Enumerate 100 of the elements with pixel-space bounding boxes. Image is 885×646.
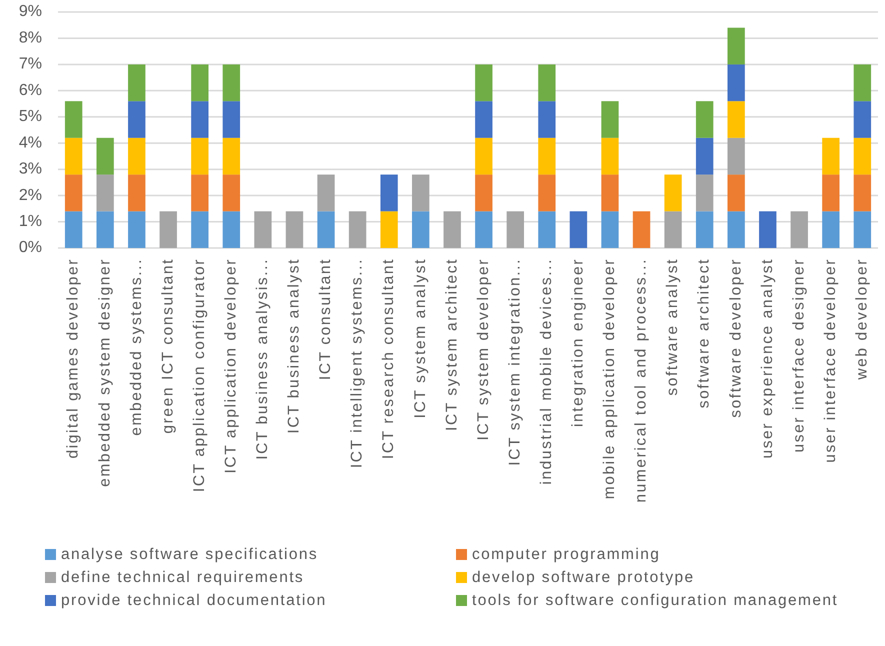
bar bbox=[538, 174, 556, 212]
bar bbox=[128, 101, 146, 138]
bar bbox=[64, 138, 82, 175]
bar bbox=[570, 211, 588, 248]
x-tick-label: ICT business analyst bbox=[286, 258, 303, 434]
bar bbox=[696, 211, 714, 248]
bar bbox=[317, 211, 335, 248]
bar bbox=[191, 211, 208, 248]
bar bbox=[696, 174, 714, 212]
bar bbox=[664, 174, 682, 212]
bar bbox=[128, 64, 146, 102]
x-tick-label: user experience analyst bbox=[758, 258, 776, 459]
bar bbox=[538, 211, 556, 248]
bar bbox=[412, 211, 430, 248]
y-tick-label: 2% bbox=[18, 186, 42, 204]
bar bbox=[538, 101, 556, 138]
x-tick-label: user interface designer bbox=[790, 258, 808, 452]
bar bbox=[96, 211, 114, 248]
bar bbox=[64, 174, 82, 212]
x-tick-label: software developer bbox=[727, 258, 744, 418]
bar bbox=[475, 174, 492, 212]
legend-label: provide technical documentation bbox=[61, 592, 327, 610]
y-tick-label: 0% bbox=[18, 239, 42, 256]
bar bbox=[854, 101, 872, 138]
bar bbox=[728, 174, 745, 212]
bar bbox=[475, 101, 492, 138]
bar bbox=[412, 174, 430, 212]
x-tick-label: ICT system architect bbox=[443, 258, 460, 431]
x-tick-label: software analyst bbox=[664, 258, 682, 396]
bar bbox=[222, 211, 240, 248]
bar bbox=[191, 174, 208, 212]
x-tick-label: digital games developer bbox=[64, 258, 82, 459]
x-tick-label: numerical tool and process... bbox=[632, 258, 650, 503]
bar bbox=[696, 138, 714, 175]
bar bbox=[128, 138, 146, 175]
y-tick-label: 3% bbox=[18, 160, 42, 178]
x-tick-label: green ICT consultant bbox=[159, 258, 176, 434]
bar bbox=[538, 138, 556, 175]
y-tick-label: 4% bbox=[18, 134, 42, 152]
x-tick-label: ICT consultant bbox=[317, 258, 334, 380]
bar bbox=[728, 138, 745, 175]
bar bbox=[475, 211, 492, 248]
bar bbox=[601, 101, 619, 138]
bar bbox=[444, 211, 461, 248]
bar bbox=[96, 174, 114, 212]
bar bbox=[380, 211, 398, 248]
bar bbox=[160, 211, 177, 248]
bar bbox=[191, 64, 208, 102]
bar bbox=[475, 138, 492, 175]
bar bbox=[222, 174, 240, 212]
bar bbox=[790, 211, 808, 248]
bar bbox=[317, 174, 335, 212]
bar bbox=[854, 64, 872, 102]
bar bbox=[728, 64, 745, 102]
x-tick-label: industrial mobile devices... bbox=[538, 258, 555, 485]
bar bbox=[222, 138, 240, 175]
bar bbox=[254, 211, 272, 248]
y-tick-label: 9% bbox=[18, 3, 42, 20]
bar bbox=[286, 211, 304, 248]
legend-label: computer programming bbox=[472, 546, 660, 564]
bar bbox=[854, 211, 872, 248]
bar bbox=[475, 64, 492, 102]
x-tick-label: embedded system designer bbox=[96, 258, 114, 487]
bar bbox=[822, 138, 840, 175]
bar bbox=[728, 101, 745, 138]
bar bbox=[348, 211, 366, 248]
x-tick-label: embedded systems... bbox=[128, 258, 145, 436]
legend-label: analyse software specifications bbox=[61, 546, 318, 564]
bar bbox=[601, 211, 619, 248]
bar bbox=[759, 211, 776, 248]
bar bbox=[664, 211, 682, 248]
x-tick-label: ICT system developer bbox=[474, 258, 492, 440]
bar bbox=[696, 101, 714, 138]
bar bbox=[128, 211, 146, 248]
x-tick-label: web developer bbox=[853, 258, 870, 381]
bar bbox=[601, 138, 619, 175]
bar bbox=[191, 138, 208, 175]
y-tick-label: 7% bbox=[18, 56, 42, 73]
x-tick-label: user interface developer bbox=[822, 258, 839, 463]
bar bbox=[128, 174, 146, 212]
bar bbox=[601, 174, 619, 212]
bar bbox=[380, 174, 398, 212]
bar bbox=[854, 174, 872, 212]
bar bbox=[822, 211, 840, 248]
bar bbox=[506, 211, 524, 248]
x-tick-label: integration engineer bbox=[570, 258, 587, 428]
y-tick-label: 6% bbox=[18, 82, 42, 99]
bar bbox=[64, 101, 82, 138]
bar bbox=[96, 138, 114, 175]
bar bbox=[191, 101, 208, 138]
x-tick-label: software architect bbox=[696, 258, 713, 408]
bar bbox=[64, 211, 82, 248]
x-tick-label: ICT intelligent systems... bbox=[348, 258, 366, 468]
legend-label: develop software prototype bbox=[472, 569, 695, 586]
y-tick-label: 5% bbox=[18, 108, 42, 126]
bar bbox=[854, 138, 872, 175]
x-tick-label: ICT application developer bbox=[222, 258, 240, 474]
y-tick-label: 1% bbox=[18, 212, 42, 230]
bar bbox=[822, 174, 840, 212]
x-tick-label: ICT system integration... bbox=[506, 258, 524, 466]
